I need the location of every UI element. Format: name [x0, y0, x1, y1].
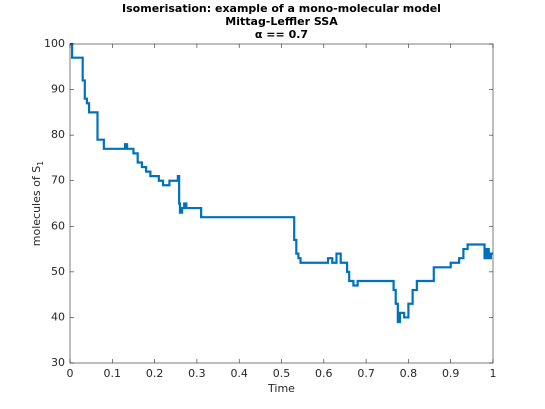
x-tick-label: 0.6 [315, 367, 333, 380]
chart-title: Isomerisation: example of a mono-molecul… [122, 2, 441, 15]
x-tick-label: 0.7 [357, 367, 375, 380]
x-tick-label: 0.9 [442, 367, 460, 380]
x-tick-label: 0.2 [146, 367, 164, 380]
x-tick-label: 0.8 [400, 367, 418, 380]
y-tick-label: 30 [51, 356, 65, 369]
y-tick-label: 70 [51, 174, 65, 187]
y-tick-label: 80 [51, 128, 65, 141]
y-tick-label: 40 [51, 310, 65, 323]
x-axis-label: Time [267, 382, 295, 395]
data-line [70, 42, 493, 324]
x-tick-label: 0.3 [188, 367, 206, 380]
chart-title: α == 0.7 [255, 28, 308, 41]
x-tick-label: 1 [490, 367, 497, 380]
y-tick-label: 50 [51, 265, 65, 278]
y-axis-label-subscript: 1 [36, 161, 45, 166]
chart-title: Mittag-Leffler SSA [225, 15, 338, 28]
y-tick-label: 100 [44, 37, 65, 50]
y-axis-label-text: molecules of S [30, 166, 43, 246]
x-tick-label: 0.4 [230, 367, 248, 380]
x-tick-label: 0.1 [104, 367, 122, 380]
plot-area [70, 44, 493, 363]
x-tick-label: 0 [67, 367, 74, 380]
y-tick-label: 90 [51, 83, 65, 96]
x-tick-label: 0.5 [273, 367, 291, 380]
y-tick-label: 60 [51, 219, 65, 232]
y-axis-label: molecules of S1 [30, 161, 45, 247]
